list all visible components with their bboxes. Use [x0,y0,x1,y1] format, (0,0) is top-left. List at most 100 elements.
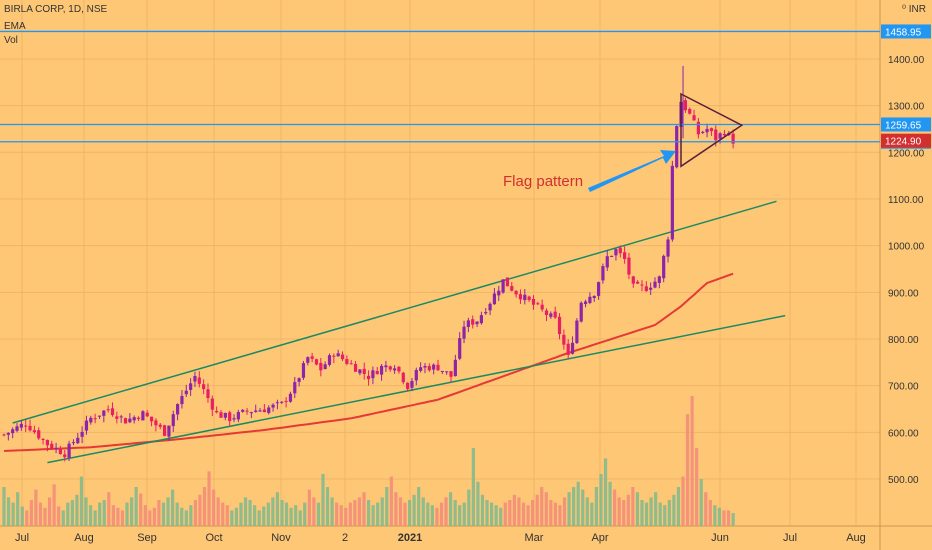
volume-bar [521,502,526,526]
volume-bar [166,497,170,526]
candle-body [692,115,696,121]
candle-body [610,255,614,257]
candle-body [106,409,110,411]
candle-body [180,395,184,405]
candle-body [340,354,345,360]
volume-bar [471,448,475,526]
price-axis[interactable]: 500.00 600.00 700.00 800.00 900.00 1000.00 110… [888,55,925,486]
candle-body [84,420,89,431]
flag-triangle-shape [680,92,744,168]
candle-body [158,424,162,427]
time-tick-label: 2021 [398,532,422,544]
flag-arrow-icon [588,150,676,192]
volume-bar [658,502,662,526]
volume-bar [385,487,389,526]
candle-body [536,303,540,305]
candle-body [666,239,670,257]
price-tick-label: 1400.00 [888,55,925,66]
volume-bar [307,489,311,526]
volume-bar [143,505,147,526]
candle-body [449,371,453,377]
candle-body [640,284,644,286]
candle-body [63,454,67,458]
volume-bar [444,497,448,526]
volume-bar [84,497,88,526]
volume-bar [649,497,653,526]
volume-bar [448,492,453,526]
candle-body [445,371,449,373]
candle-body [275,402,280,404]
currency-indicator[interactable]: ⁰ INR [902,4,926,15]
candle-body [228,412,232,421]
volume-bar [608,481,612,526]
candle-body [471,319,475,325]
candle-body [570,342,575,354]
candle-body [93,418,97,420]
volume-bar [243,497,248,526]
volume-bar [271,497,275,526]
volume-bar [412,494,416,526]
candle-body [141,411,145,421]
level-tag [881,24,931,39]
candle-body [332,355,336,357]
candle-body [614,249,618,256]
candle-body [371,370,375,379]
candle-body [618,247,622,254]
volume-bar [599,474,603,526]
candle-body [349,363,353,365]
volume-bar [325,487,330,526]
volume-bar [216,497,220,526]
candle-body [653,281,657,288]
volume-bar [88,505,93,526]
volume-bar [544,492,548,526]
candle-body [636,281,640,284]
candle-body [123,418,128,424]
candle-body [501,279,505,293]
time-axis[interactable]: Jul Aug Sep Oct Nov 2 2021 Mar Apr Jun Jul Aug [15,532,866,544]
volume-bar [631,487,635,526]
time-tick-label: Apr [591,532,608,544]
candle-body [722,133,727,136]
vol-legend[interactable]: Vol [4,35,18,46]
candle-body [115,416,119,419]
volume-bar [29,500,33,526]
volume-bar [494,505,498,526]
volume-bar [171,489,175,526]
volume-bar [430,505,434,526]
candle-body [440,370,444,372]
time-tick-label: Nov [271,532,291,544]
volume-bar [663,505,667,526]
candle-body [71,442,76,444]
candle-body [336,353,340,357]
volume-bar [640,500,644,526]
volume-bar [11,502,15,526]
volume-bar [280,500,284,526]
candle-body [258,410,262,412]
volume-bar [572,487,576,526]
volume-bar [61,510,65,526]
price-tick-label: 500.00 [888,475,919,486]
last-price-label: 1224.90 [885,137,922,148]
flag-pattern-label: Flag pattern [503,173,583,190]
price-tick-label: 700.00 [888,382,919,393]
volume-bar [366,500,371,526]
volume-bar [476,481,480,526]
volume-bar [485,500,489,526]
volume-bar [139,493,143,526]
volume-bar [407,500,412,526]
candle-body [254,410,258,412]
volume-bar [353,500,357,526]
symbol-title[interactable]: BIRLA CORP, 1D, NSE [4,4,108,15]
volume-bar [681,476,685,526]
ema-legend[interactable]: EMA [4,21,26,32]
volume-bar [316,502,321,526]
volume-bar [562,497,567,526]
volume-bar [321,474,325,526]
candle-body [518,294,523,300]
candle-body [353,363,358,372]
candle-body [323,364,327,369]
volume-bar [722,510,726,526]
candle-body [544,310,549,316]
